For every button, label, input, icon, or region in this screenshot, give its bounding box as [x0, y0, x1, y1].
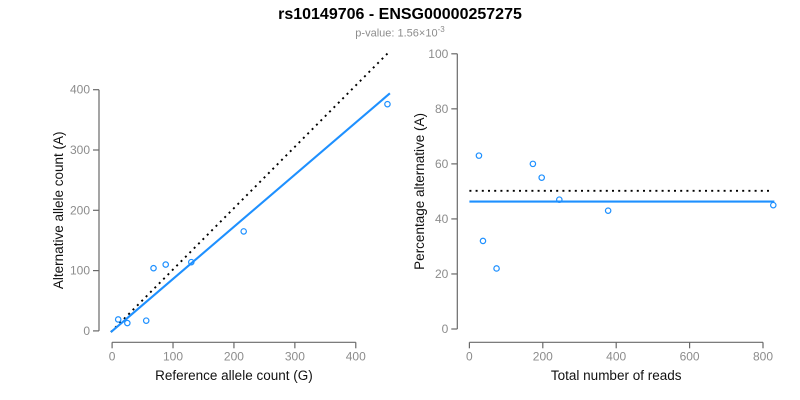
x-axis-title: Reference allele count (G): [155, 368, 313, 383]
x-tick-label: 0: [466, 349, 473, 363]
y-tick-label: 300: [70, 143, 90, 157]
x-axis-title: Total number of reads: [551, 368, 682, 383]
data-point: [124, 319, 131, 327]
x-tick-label: 600: [680, 349, 700, 363]
right-scatter-plot: 0 20 40 60 80 100 0 200 400 600 800 Total number of…: [412, 47, 777, 383]
data-point: [384, 100, 391, 108]
data-point: [114, 316, 122, 323]
pvalue-text: p-value: 1.56×10: [355, 27, 438, 40]
data-point: [479, 237, 487, 245]
x-tick-label: 300: [285, 349, 305, 363]
data-point: [556, 196, 563, 203]
identity-line: [110, 52, 389, 333]
y-tick-label: 60: [435, 157, 449, 171]
figure-title: rs10149706 - ENSG00000257275: [278, 6, 522, 23]
data-point: [529, 160, 537, 168]
y-tick-label: 400: [70, 83, 90, 97]
regression-line: [110, 92, 391, 333]
data-point: [475, 152, 483, 159]
data-point: [162, 261, 170, 268]
data-point: [604, 207, 612, 214]
figure-subtitle: p-value: 1.56×10-3: [0, 25, 800, 40]
x-tick-label: 0: [109, 349, 116, 363]
y-tick-label: 0: [83, 324, 90, 338]
y-tick-label: 100: [70, 264, 90, 278]
data-point: [493, 265, 500, 272]
x-tick-label: 200: [224, 349, 244, 363]
y-tick-label: 0: [442, 322, 449, 336]
x-tick-label: 100: [163, 349, 183, 363]
y-tick-label: 20: [435, 267, 449, 281]
y-tick-label: 100: [428, 47, 448, 61]
x-tick-label: 200: [533, 349, 553, 363]
y-axis-title: Alternative allele count (A): [51, 132, 66, 290]
x-tick-label: 400: [606, 349, 626, 363]
data-point: [150, 264, 157, 272]
y-tick-label: 40: [435, 212, 449, 226]
data-point: [187, 258, 195, 266]
x-tick-label: 800: [753, 349, 773, 363]
y-axis-title: Percentage alternative (A): [412, 113, 427, 270]
left-scatter-plot: 0 100 200 300 400 0 100 200 300 400 Reference alle…: [51, 52, 391, 383]
x-tick-label: 400: [346, 349, 366, 363]
data-point: [769, 201, 777, 209]
data-point: [142, 317, 150, 324]
y-tick-label: 80: [435, 102, 449, 116]
data-point: [538, 174, 545, 181]
y-tick-label: 200: [70, 203, 90, 217]
pvalue-exponent: -3: [437, 25, 445, 34]
data-point: [240, 228, 247, 235]
